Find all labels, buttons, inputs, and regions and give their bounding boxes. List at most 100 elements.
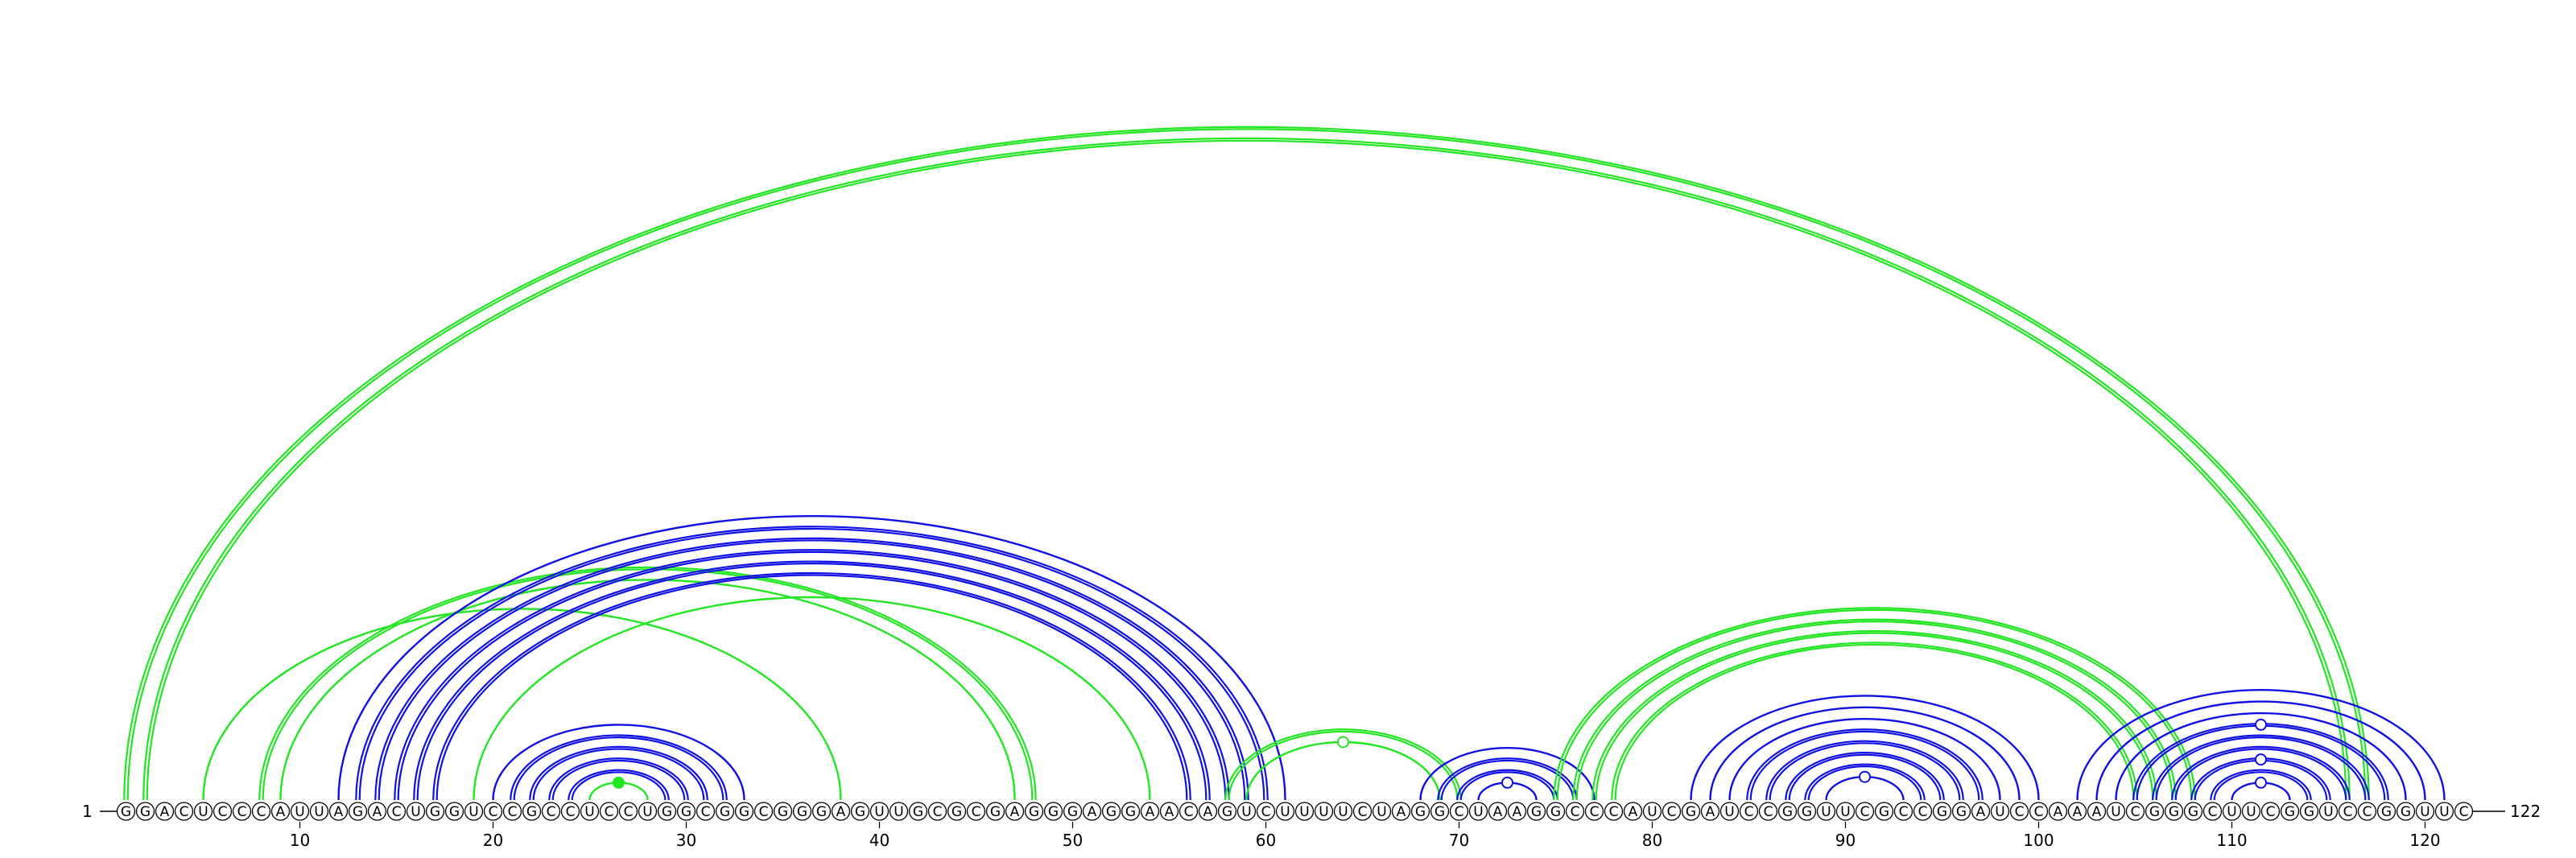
nucleotide-circle	[1140, 802, 1160, 821]
base-pair-arc	[1419, 747, 1596, 801]
nucleotide-circle	[580, 802, 600, 821]
nucleotide-letter: A	[1203, 804, 1213, 820]
base-pair-arc	[1572, 618, 2177, 801]
nucleotide-letter: U	[295, 804, 304, 820]
nucleotide-letter: A	[1010, 804, 1020, 820]
nucleotide-letter: G	[1048, 804, 1059, 820]
nucleotide-circle	[2241, 802, 2261, 821]
nucleotide-letter: U	[2420, 804, 2429, 820]
nucleotide: G	[1217, 802, 1237, 821]
nucleotide-letter: U	[411, 804, 420, 820]
nucleotide: G	[116, 802, 136, 821]
nucleotide-letter: C	[972, 804, 981, 820]
nucleotide: U	[2415, 802, 2435, 821]
base-pair-arc	[337, 515, 1286, 801]
nucleotide: U	[2241, 802, 2261, 821]
nucleotide-circle	[1874, 802, 1894, 821]
nucleotide-circle	[1179, 802, 1199, 821]
pair-marker	[1859, 770, 1871, 783]
nucleotide-circle	[2067, 802, 2087, 821]
nucleotide: U	[1372, 802, 1392, 821]
nucleotide-circle	[2183, 802, 2203, 821]
nucleotide-letter: U	[2246, 804, 2256, 820]
nucleotide-circle	[522, 802, 542, 821]
arc-line	[337, 515, 1286, 801]
nucleotide-circle	[1198, 802, 1218, 821]
nucleotide: A	[1700, 802, 1720, 821]
arc-line	[2210, 769, 2312, 801]
arc-line	[548, 757, 689, 801]
nucleotide: U	[1835, 802, 1856, 821]
nucleotide-circle	[2415, 802, 2435, 821]
nucleotide: A	[1507, 802, 1527, 821]
nucleotide: U	[580, 802, 600, 821]
arc-line	[1746, 728, 1984, 801]
nucleotide-circle	[1333, 802, 1353, 821]
nucleotide: C	[1256, 802, 1276, 821]
nucleotide-circle	[213, 802, 233, 821]
nucleotide: A	[1488, 802, 1508, 821]
nucleotide-circle	[696, 802, 716, 821]
nucleotide: G	[2145, 802, 2165, 821]
nucleotide-letter: G	[1029, 804, 1039, 820]
nucleotide: U	[2318, 802, 2339, 821]
nucleotide-letter: C	[2015, 804, 2025, 820]
nucleotide-letter: G	[1531, 804, 1542, 820]
tick-label: 30	[676, 831, 696, 850]
arcs-layer	[123, 126, 2446, 801]
nucleotide-letter: G	[2169, 804, 2179, 820]
base-pair-arc	[473, 596, 1151, 801]
nucleotide-circle	[2318, 802, 2339, 821]
nucleotide-letter: G	[1106, 804, 1117, 820]
nucleotide: C	[2125, 802, 2145, 821]
nucleotide: A	[367, 802, 387, 821]
nucleotide-circle	[2106, 802, 2126, 821]
nucleotide: C	[232, 802, 252, 821]
base-pair-arc	[1224, 728, 1462, 801]
nucleotide-letter: C	[180, 804, 189, 820]
nucleotide-circle	[2338, 802, 2358, 821]
nucleotide-circle	[1488, 802, 1508, 821]
arc-line	[436, 574, 1188, 801]
nucleotide: C	[618, 802, 638, 821]
nucleotide-letter: C	[2343, 804, 2353, 820]
nucleotide: C	[2202, 802, 2223, 821]
nucleotide-circle	[2145, 802, 2165, 821]
base-pair-arc	[568, 769, 670, 801]
nucleotide-circle	[1797, 802, 1817, 821]
arc-line	[1769, 742, 1961, 801]
position-tick: 110	[2216, 822, 2248, 850]
nucleotide-circle	[1971, 802, 1991, 821]
arc-line	[1245, 740, 1441, 801]
nucleotide-circle	[1777, 802, 1798, 821]
nucleotide: U	[464, 802, 484, 821]
nucleotide-circle	[406, 802, 426, 821]
base-pair-arc	[279, 579, 1016, 801]
nucleotide-circle	[1217, 802, 1237, 821]
nucleotide-letter: C	[1918, 804, 1928, 820]
arc-line	[378, 539, 1246, 801]
nucleotide-letter: G	[1782, 804, 1793, 820]
nucleotide-circle	[270, 802, 291, 821]
nucleotide: U	[2222, 802, 2242, 821]
nucleotide: C	[966, 802, 986, 821]
base-pair-arc	[529, 745, 708, 801]
nucleotide-circle	[947, 802, 967, 821]
nucleotide: G	[734, 802, 754, 821]
nucleotide-letter: G	[797, 804, 807, 820]
nucleotide: G	[2183, 802, 2203, 821]
nucleotide-letter: G	[1802, 804, 1812, 820]
arc-line	[202, 608, 842, 801]
nucleotide-letter: C	[257, 804, 266, 820]
nucleotide: A	[328, 802, 349, 821]
nucleotide-circle	[1410, 802, 1430, 821]
nucleotide-letter: A	[2054, 804, 2063, 820]
nucleotide: A	[1391, 802, 1411, 821]
nucleotide-letter: U	[1241, 804, 1251, 820]
nucleotide-circle	[1758, 802, 1778, 821]
nucleotide-letter: A	[1706, 804, 1715, 820]
arc-line	[2171, 745, 2351, 801]
tick-label: 70	[1449, 831, 1469, 850]
nucleotide-circle	[1372, 802, 1392, 821]
nucleotide-letter: G	[140, 804, 151, 820]
